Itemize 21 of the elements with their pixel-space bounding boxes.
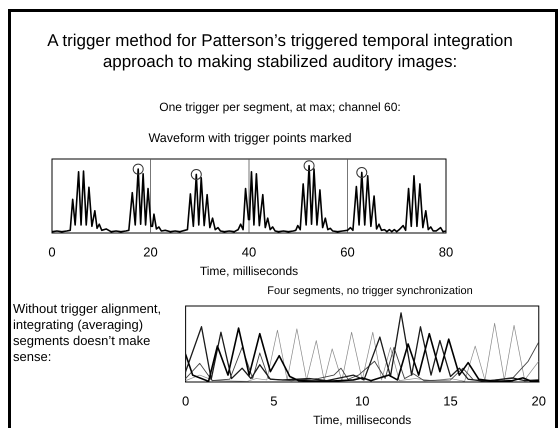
point — [190, 168, 202, 180]
chart-subtitle: One trigger per segment, at max; channel 60: — [158, 100, 402, 114]
x-tick-label: 0 — [48, 244, 56, 260]
text: Waveform with trigger points marked — [147, 131, 353, 145]
x-tick-label: 40 — [242, 244, 256, 260]
point — [356, 166, 368, 178]
x-tick-label: 60 — [340, 244, 355, 260]
x-axis-title: Time, milliseconds — [313, 413, 412, 428]
x-tick-label: 10 — [354, 393, 370, 408]
x-axis-title: Time, milliseconds — [200, 264, 298, 278]
x-tick-label: 80 — [438, 244, 454, 260]
point — [304, 160, 315, 172]
x-tick-label: 0 — [182, 393, 190, 408]
chart-title: Four segments, no trigger synchronization — [266, 285, 474, 297]
x-tick-label: 15 — [443, 393, 458, 408]
chart-title: A trigger method for Patterson’s triggered temporal integration approach to making stabilized auditory images: — [46, 30, 514, 72]
text: Without trigger alignment, integrating (averaging) segments doesn’t make sense: — [13, 301, 162, 365]
x-tick-label: 20 — [143, 244, 158, 260]
point — [132, 164, 144, 175]
x-tick-label: 20 — [532, 393, 546, 408]
x-tick-label: 5 — [270, 393, 278, 408]
